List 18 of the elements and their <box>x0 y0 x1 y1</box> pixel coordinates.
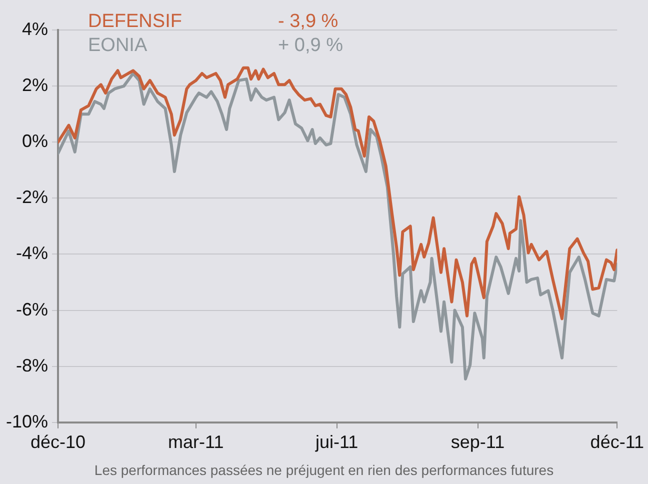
text: DEFENSIF <box>88 10 183 34</box>
x-tick-label: jui-11 <box>314 432 358 452</box>
x-tick-label: sep-11 <box>450 432 505 452</box>
annotation: + 0,9 % <box>278 34 343 58</box>
series-label: EONIA <box>88 34 148 58</box>
y-tick-label: -4% <box>16 243 48 264</box>
y-tick-label: 4% <box>22 18 48 39</box>
y-tick-label: -8% <box>16 355 48 376</box>
annotation: - 3,9 % <box>278 10 338 34</box>
text: Les performances passées ne préjugent en rien des performances futures <box>93 462 555 478</box>
x-tick-label: mar-11 <box>168 432 224 452</box>
y-tick-label: 0% <box>22 131 48 152</box>
y-tick-label: 2% <box>22 75 48 96</box>
x-tick-label: déc-10 <box>30 432 86 452</box>
y-tick-label: -6% <box>16 299 48 320</box>
y-tick-label: -2% <box>16 187 48 208</box>
x-tick-label: déc-11 <box>590 432 644 452</box>
y-tick-label: -10% <box>6 411 48 432</box>
